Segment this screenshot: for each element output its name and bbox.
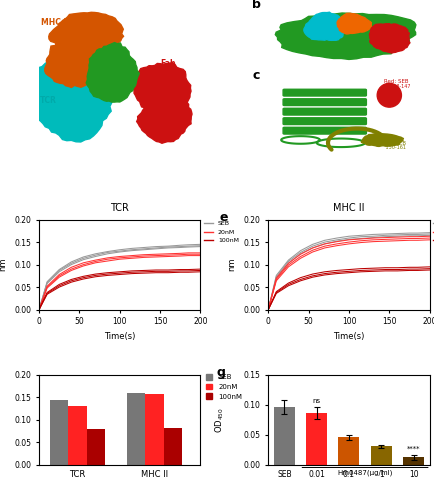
Legend: SEB, 20nM, 100nM: SEB, 20nM, 100nM xyxy=(204,221,239,244)
FancyBboxPatch shape xyxy=(283,90,366,96)
FancyBboxPatch shape xyxy=(283,118,366,124)
Bar xyxy=(50,400,68,465)
FancyBboxPatch shape xyxy=(283,99,366,105)
Text: Hm0487(μg/ml): Hm0487(μg/ml) xyxy=(337,470,393,476)
Bar xyxy=(87,430,105,465)
Polygon shape xyxy=(45,40,105,88)
Polygon shape xyxy=(49,12,124,56)
Polygon shape xyxy=(133,62,191,114)
Text: 150-161: 150-161 xyxy=(378,146,406,150)
Bar xyxy=(164,428,182,465)
Bar xyxy=(371,446,392,465)
Title: MHC II: MHC II xyxy=(333,203,365,213)
Text: ns: ns xyxy=(312,398,321,404)
Bar xyxy=(68,406,87,465)
Legend: SEB, 20nM, 100nM: SEB, 20nM, 100nM xyxy=(433,221,434,244)
Text: SEB: SEB xyxy=(100,56,117,66)
Polygon shape xyxy=(304,12,347,40)
FancyBboxPatch shape xyxy=(283,108,366,115)
Bar xyxy=(403,457,424,465)
Bar xyxy=(306,414,327,465)
Bar xyxy=(127,393,145,465)
Bar xyxy=(274,407,295,465)
Legend: SEB, 20nM, 100nM: SEB, 20nM, 100nM xyxy=(206,374,242,400)
Text: Fab: Fab xyxy=(160,59,176,68)
Polygon shape xyxy=(275,13,416,60)
X-axis label: Time(s): Time(s) xyxy=(104,332,135,341)
Text: MHC II: MHC II xyxy=(41,18,69,27)
Polygon shape xyxy=(369,24,410,53)
Text: Red: SEB: Red: SEB xyxy=(385,79,409,84)
Bar xyxy=(339,438,359,465)
Polygon shape xyxy=(337,13,372,34)
Polygon shape xyxy=(137,94,192,144)
Polygon shape xyxy=(361,134,403,146)
Text: e: e xyxy=(220,210,228,224)
X-axis label: Time(s): Time(s) xyxy=(333,332,365,341)
Y-axis label: OD$_{450}$: OD$_{450}$ xyxy=(214,407,226,433)
Polygon shape xyxy=(27,57,113,142)
Ellipse shape xyxy=(377,84,401,107)
Text: g: g xyxy=(217,366,226,379)
Text: c: c xyxy=(252,69,260,82)
Polygon shape xyxy=(86,42,139,102)
Text: b: b xyxy=(252,0,261,10)
Y-axis label: nm: nm xyxy=(0,258,7,272)
Title: TCR: TCR xyxy=(110,203,129,213)
Text: ****: **** xyxy=(407,446,420,452)
Text: TCR: TCR xyxy=(40,96,57,105)
Text: 138-147: 138-147 xyxy=(385,84,411,88)
Bar xyxy=(145,394,164,465)
Text: Olive: SEB: Olive: SEB xyxy=(378,140,406,145)
Y-axis label: nm: nm xyxy=(227,258,236,272)
FancyBboxPatch shape xyxy=(283,128,366,134)
